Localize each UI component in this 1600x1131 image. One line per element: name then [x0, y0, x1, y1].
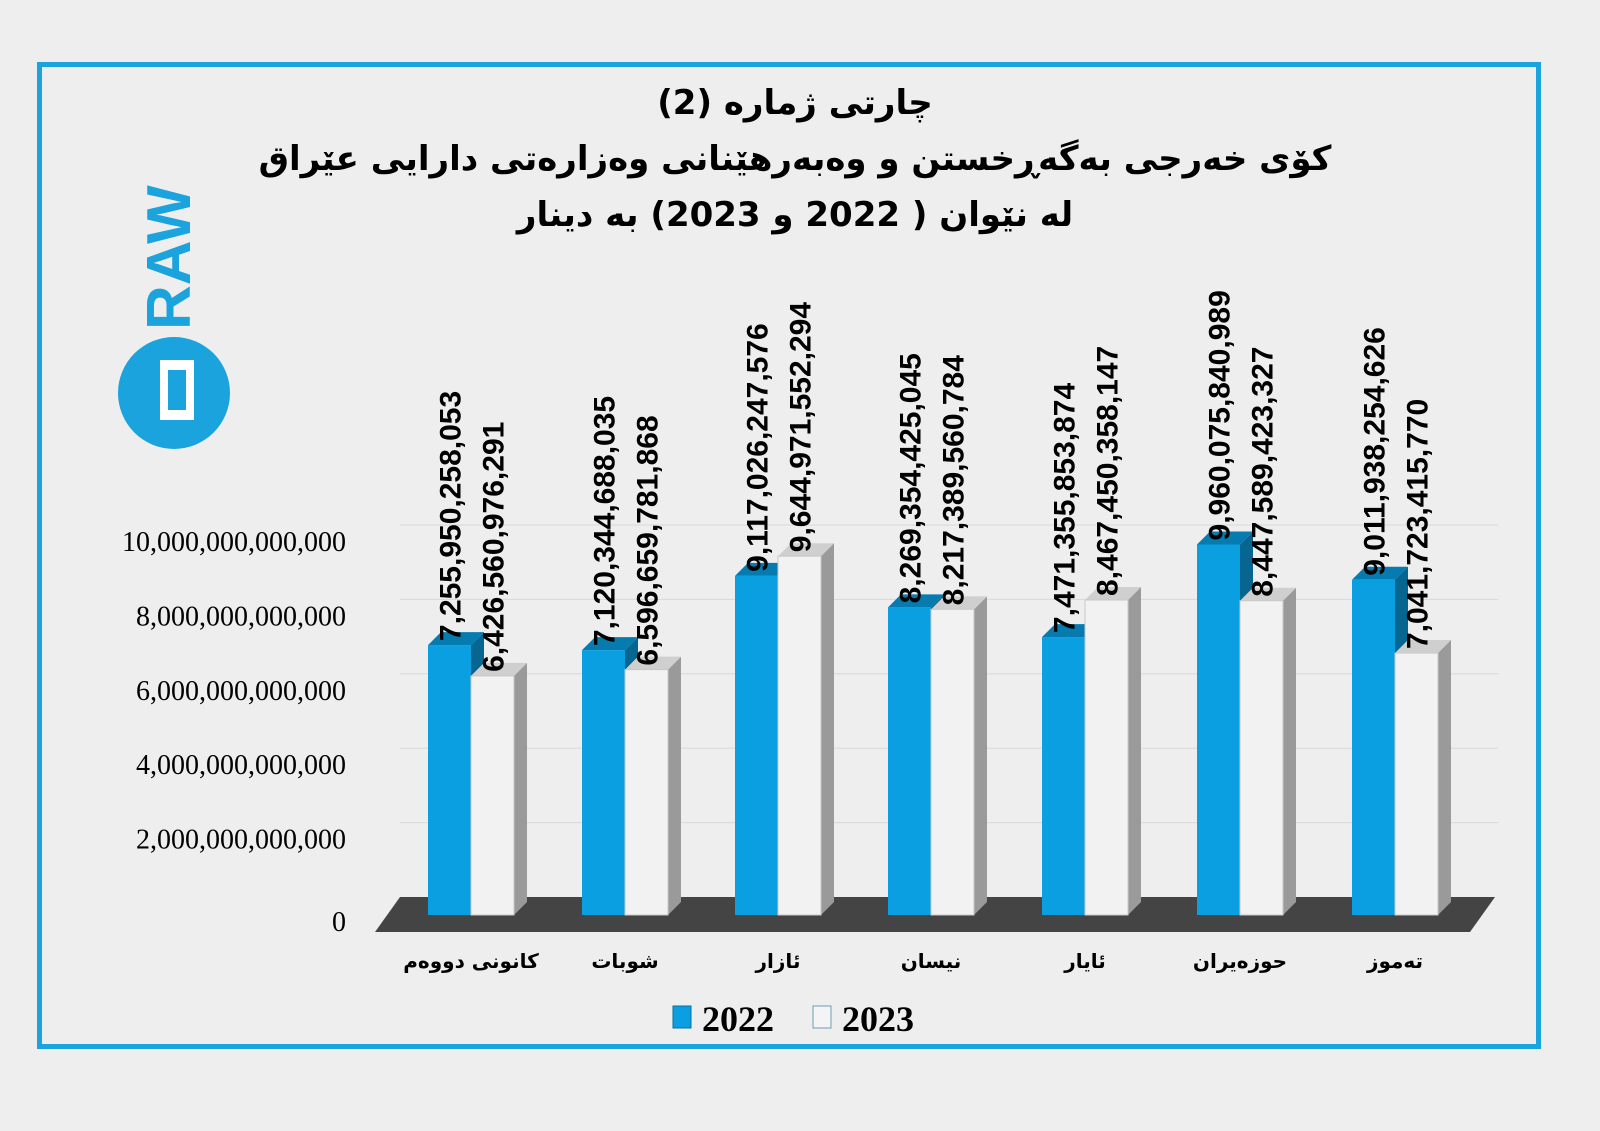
bar-top-2022: [1352, 566, 1408, 580]
bar-top-2023: [1240, 587, 1296, 601]
chart-subtitle-1: کۆی خەرجی بەگەڕخستن و وەبەرهێنانی وەزارە…: [259, 139, 1332, 179]
bar-2022: [888, 607, 931, 915]
bar-2023: [777, 555, 822, 916]
data-label-2022: 8,269,354,425,045: [895, 353, 928, 603]
bar-top-2022: [582, 637, 638, 651]
logo: RAW: [118, 185, 230, 449]
bar-top-2022: [888, 594, 944, 608]
data-label-2022: 9,117,026,247,576: [742, 323, 775, 572]
bar-2022: [1042, 637, 1085, 915]
bar-top-2022: [735, 562, 791, 576]
bar-side-2023: [821, 543, 834, 915]
x-category-label: ئازار: [755, 949, 801, 973]
bar-side-2023: [1438, 640, 1451, 915]
legend-label-2022: 2022: [702, 999, 774, 1039]
bar-top-2022: [1042, 624, 1098, 638]
bar-2023: [470, 675, 515, 916]
bar-top-2022: [428, 632, 484, 646]
bar-2023: [1084, 599, 1129, 916]
data-label-2023: 7,041,723,415,770: [1402, 399, 1435, 649]
bar-2022: [1197, 544, 1240, 915]
data-label-2023: 9,644,971,552,294: [785, 302, 818, 553]
x-category-label: نیسان: [901, 949, 962, 973]
bar-2023: [1239, 600, 1284, 916]
x-category-label: ئایار: [1063, 949, 1106, 973]
bar-top-2023: [1085, 587, 1141, 601]
data-label-2022: 9,960,075,840,989: [1204, 290, 1237, 540]
data-label-2023: 8,447,589,423,327: [1247, 346, 1280, 596]
bar-2022: [735, 575, 778, 915]
data-label-2023: 6,426,560,976,291: [478, 422, 511, 672]
bar-side-2023: [1283, 587, 1296, 915]
legend-swatch-2022: [672, 1005, 692, 1029]
bar-side-2023: [668, 656, 681, 915]
bar-2022: [1352, 579, 1395, 915]
bar-side-2023: [514, 662, 527, 915]
bar-top-2023: [625, 656, 681, 670]
bar-top-2023: [1395, 640, 1451, 654]
y-tick-label: 0: [332, 907, 346, 938]
data-label-2023: 8,467,450,358,147: [1092, 346, 1125, 596]
bar-top-2023: [471, 662, 527, 676]
bar-2023: [1394, 652, 1439, 916]
y-tick-label: 2,000,000,000,000: [136, 825, 346, 856]
data-label-2022: 7,471,355,853,874: [1049, 383, 1082, 634]
x-category-label: کانونی دووەم: [403, 949, 539, 973]
x-category-label: شوبات: [591, 949, 658, 973]
x-category-label: تەموز: [1366, 949, 1423, 973]
bar-2022: [582, 650, 625, 915]
bar-2023: [930, 608, 975, 916]
bar-2023: [624, 669, 669, 916]
legend-swatch-2023: [812, 1005, 832, 1029]
logo-d-inner: [168, 370, 186, 410]
bar-top-2022: [1197, 531, 1253, 545]
y-tick-label: 4,000,000,000,000: [136, 750, 346, 781]
bar-side-2023: [974, 596, 987, 915]
chart-title: چارتی ژمارە (2): [657, 83, 932, 123]
bar-2022: [428, 645, 471, 915]
logo-text: RAW: [135, 185, 204, 330]
y-tick-label: 6,000,000,000,000: [136, 676, 346, 707]
chart-frame: [37, 62, 1541, 1049]
data-label-2022: 7,120,344,688,035: [589, 396, 622, 646]
y-tick-label: 10,000,000,000,000: [122, 527, 346, 558]
legend: 2022 2023: [672, 999, 914, 1039]
x-category-label: حوزەیران: [1193, 949, 1287, 973]
legend-label-2023: 2023: [842, 999, 914, 1039]
data-label-2022: 9,011,938,254,626: [1359, 327, 1392, 576]
bar-top-2023: [931, 596, 987, 610]
data-label-2022: 7,255,950,258,053: [435, 391, 468, 641]
chart-subtitle-2: لە نێوان ( 2022 و 2023) بە دینار: [515, 195, 1073, 235]
data-label-2023: 8,217,389,560,784: [938, 355, 971, 606]
bar-side-2023: [1128, 587, 1141, 915]
bar-top-2023: [778, 543, 834, 557]
y-tick-label: 8,000,000,000,000: [136, 601, 346, 632]
data-label-2023: 6,596,659,781,868: [632, 415, 665, 665]
